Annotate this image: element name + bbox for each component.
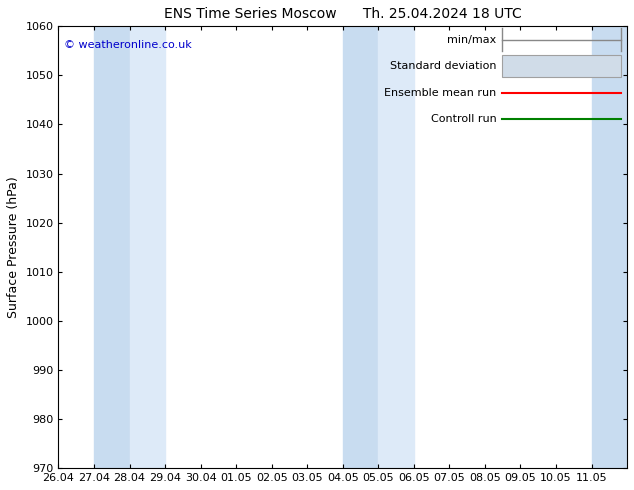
Text: Ensemble mean run: Ensemble mean run (384, 88, 496, 98)
Bar (94, 26, 129, 468)
Bar (129, 26, 165, 468)
Bar (592, 26, 627, 468)
Y-axis label: Surface Pressure (hPa): Surface Pressure (hPa) (7, 176, 20, 318)
Bar (378, 26, 414, 468)
Text: min/max: min/max (447, 34, 496, 45)
Text: Controll run: Controll run (430, 114, 496, 124)
Bar (502, 55, 621, 77)
Text: © weatheronline.co.uk: © weatheronline.co.uk (64, 40, 192, 49)
Text: Standard deviation: Standard deviation (390, 61, 496, 71)
Bar (343, 26, 378, 468)
Title: ENS Time Series Moscow      Th. 25.04.2024 18 UTC: ENS Time Series Moscow Th. 25.04.2024 18… (164, 7, 522, 21)
